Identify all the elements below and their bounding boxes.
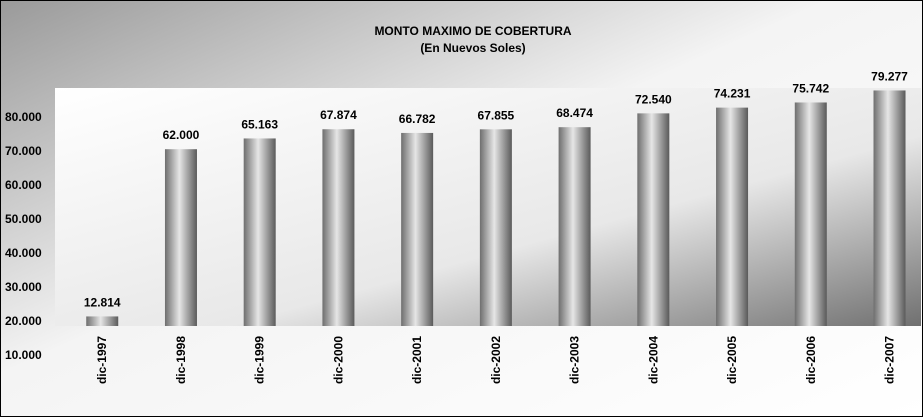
y-tick-label: 40.000 [5, 246, 42, 260]
bar [86, 316, 119, 326]
x-tick-label: dic-1997 [95, 336, 109, 384]
x-tick-label: dic-1999 [253, 336, 267, 384]
bar [322, 129, 355, 326]
bar [558, 127, 591, 326]
y-tick-label: 50.000 [5, 212, 42, 226]
x-tick-label: dic-2003 [568, 336, 582, 384]
data-label: 65.163 [241, 117, 278, 131]
y-tick-label: 10.000 [5, 348, 42, 362]
bar [164, 149, 197, 326]
data-label: 67.855 [478, 108, 515, 122]
y-tick-label: 60.000 [5, 178, 42, 192]
bar [794, 102, 827, 326]
x-tick-label: dic-1998 [174, 336, 188, 384]
bar [479, 129, 512, 326]
x-tick-label: dic-2000 [331, 336, 345, 384]
bar [401, 132, 434, 326]
x-tick-label: dic-2002 [489, 336, 503, 384]
data-label: 74.231 [714, 87, 751, 101]
data-label: 79.277 [871, 69, 908, 83]
chart-title: MONTO MAXIMO DE COBERTURA [374, 24, 571, 38]
data-label: 68.474 [556, 106, 593, 120]
data-label: 62.000 [163, 128, 200, 142]
x-tick-label: dic-2007 [883, 336, 897, 384]
data-label: 72.540 [635, 92, 672, 106]
x-tick-label: dic-2005 [725, 336, 739, 384]
x-tick-label: dic-2004 [646, 336, 660, 384]
bar [243, 138, 276, 326]
data-label: 75.742 [792, 81, 829, 95]
y-tick-label: 70.000 [5, 144, 42, 158]
y-tick-label: 30.000 [5, 280, 42, 294]
y-tick-label: 80.000 [5, 110, 42, 124]
x-tick-label: dic-2006 [804, 336, 818, 384]
y-tick-label: 20.000 [5, 314, 42, 328]
data-label: 66.782 [399, 112, 436, 126]
data-label: 67.874 [320, 108, 357, 122]
bar [716, 107, 749, 327]
data-label: 12.814 [84, 295, 121, 309]
chart-subtitle: (En Nuevos Soles) [420, 41, 525, 55]
bar [637, 113, 670, 326]
x-tick-label: dic-2001 [410, 336, 424, 384]
bar [873, 90, 906, 327]
